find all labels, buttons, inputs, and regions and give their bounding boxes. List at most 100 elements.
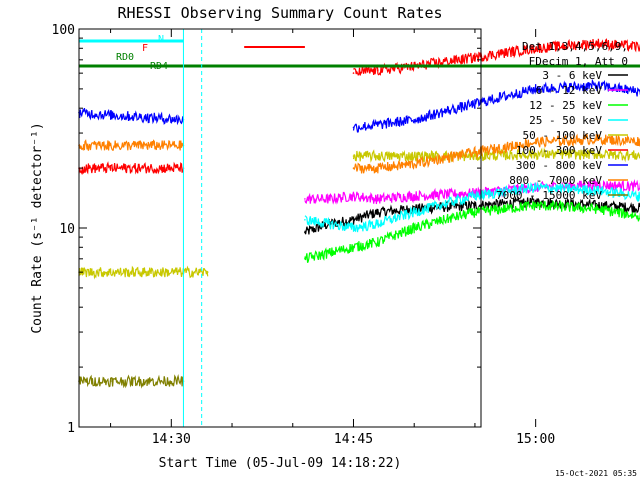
series-line bbox=[78, 38, 640, 175]
data-point bbox=[352, 246, 355, 249]
data-point bbox=[377, 155, 379, 157]
data-point bbox=[304, 258, 306, 260]
data-point bbox=[377, 223, 379, 225]
data-point bbox=[146, 380, 148, 382]
x-axis-label: Start Time (05-Jul-09 14:18:22) bbox=[159, 456, 402, 471]
data-point bbox=[474, 211, 476, 213]
generation-timestamp: 15-Oct-2021 05:35 bbox=[555, 469, 637, 478]
series-3 bbox=[304, 181, 640, 233]
data-point bbox=[109, 380, 112, 382]
series-line bbox=[304, 195, 640, 235]
data-point bbox=[352, 227, 355, 229]
x-tick-label: 14:30 bbox=[152, 432, 191, 447]
data-point bbox=[109, 271, 112, 273]
data-point bbox=[534, 47, 537, 50]
data-point bbox=[413, 211, 416, 213]
series-line bbox=[78, 147, 640, 280]
data-point bbox=[534, 141, 537, 143]
data-point bbox=[595, 153, 598, 155]
legend-label: 50 - 100 keV bbox=[523, 129, 603, 142]
y-tick-label: 1 bbox=[67, 421, 75, 436]
data-point bbox=[534, 88, 537, 90]
annotation-label: RD0 bbox=[116, 52, 134, 63]
data-point bbox=[109, 144, 112, 147]
series-line bbox=[78, 374, 184, 389]
data-point bbox=[377, 211, 379, 213]
data-point bbox=[595, 84, 598, 87]
y-tick-label: 10 bbox=[59, 222, 75, 237]
data-point bbox=[352, 72, 355, 74]
data-point bbox=[304, 219, 306, 221]
data-point bbox=[352, 219, 355, 221]
data-point bbox=[328, 252, 331, 254]
data-point bbox=[146, 271, 148, 273]
data-point bbox=[377, 124, 379, 126]
series-7 bbox=[78, 132, 640, 174]
data-point bbox=[413, 118, 416, 121]
legend-label: 7000 - 15000 keV bbox=[496, 189, 602, 202]
data-point bbox=[474, 56, 476, 59]
data-point bbox=[413, 155, 416, 157]
legend-label: 25 - 50 keV bbox=[529, 114, 602, 127]
data-point bbox=[109, 114, 112, 116]
data-point bbox=[474, 195, 476, 197]
legend-label: 6 - 12 keV bbox=[536, 84, 603, 97]
data-point bbox=[206, 271, 209, 273]
data-point bbox=[595, 183, 598, 186]
y-axis-label: Count Rate (s⁻¹ detector⁻¹) bbox=[30, 122, 45, 333]
annotation-label: F bbox=[142, 43, 148, 54]
data-point bbox=[377, 241, 379, 243]
data-point bbox=[474, 155, 476, 157]
series-line bbox=[304, 181, 640, 233]
data-point bbox=[595, 189, 598, 191]
data-point bbox=[146, 167, 148, 169]
legend-label: 100 - 300 keV bbox=[516, 144, 602, 157]
data-point bbox=[534, 153, 537, 155]
data-point bbox=[595, 207, 598, 210]
data-point bbox=[474, 151, 476, 154]
data-point bbox=[413, 195, 416, 197]
data-point bbox=[352, 126, 355, 129]
data-point bbox=[146, 144, 148, 147]
data-point bbox=[328, 223, 331, 225]
data-point bbox=[474, 103, 476, 105]
data-point bbox=[474, 204, 476, 207]
data-point bbox=[377, 198, 379, 200]
legend-label: 300 - 800 keV bbox=[516, 159, 602, 172]
chart-title: RHESSI Observing Summary Count Rates bbox=[117, 4, 442, 22]
data-point bbox=[534, 186, 537, 189]
data-point bbox=[146, 116, 148, 119]
legend-header: FDecim 1, Att 0 bbox=[529, 55, 628, 68]
data-point bbox=[352, 155, 355, 157]
x-tick-label: 15:00 bbox=[516, 432, 555, 447]
series-line bbox=[78, 132, 640, 174]
data-point bbox=[377, 167, 379, 169]
data-point bbox=[534, 204, 537, 207]
annotation-label: RD4 bbox=[150, 61, 168, 72]
data-point bbox=[109, 167, 112, 169]
series-8 bbox=[78, 374, 185, 389]
data-point bbox=[352, 167, 355, 169]
series-line bbox=[78, 78, 640, 133]
x-tick-label: 14:45 bbox=[334, 432, 373, 447]
legend-label: 3 - 6 keV bbox=[542, 69, 602, 82]
annotation-label: N bbox=[158, 34, 164, 45]
legend-label: 12 - 25 keV bbox=[529, 99, 602, 112]
series-line bbox=[304, 199, 640, 263]
legend-label: 800 - 7000 keV bbox=[509, 174, 602, 187]
legend-header: Det 1,3,4,5,6,9, bbox=[522, 40, 628, 53]
data-point bbox=[413, 163, 416, 165]
data-point bbox=[328, 198, 331, 200]
series-2 bbox=[304, 199, 640, 263]
data-point bbox=[352, 195, 355, 197]
data-point bbox=[304, 198, 306, 200]
data-point bbox=[595, 42, 598, 44]
legend: Det 1,3,4,5,6,9, FDecim 1, Att 03 - 6 keV… bbox=[496, 40, 628, 202]
data-layer bbox=[78, 38, 640, 389]
data-point bbox=[595, 138, 598, 140]
series-line bbox=[304, 178, 640, 205]
data-point bbox=[304, 231, 306, 234]
